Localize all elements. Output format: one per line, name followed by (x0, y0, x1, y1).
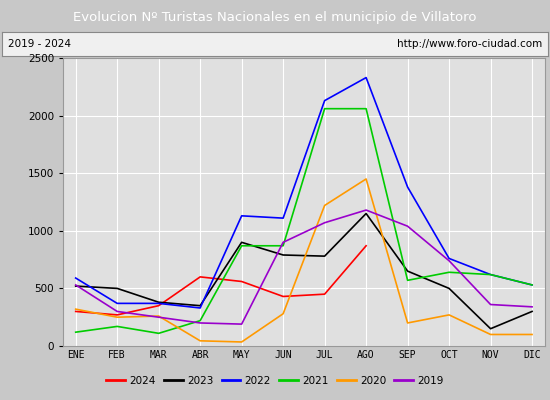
Legend: 2024, 2023, 2022, 2021, 2020, 2019: 2024, 2023, 2022, 2021, 2020, 2019 (102, 372, 448, 390)
Text: Evolucion Nº Turistas Nacionales en el municipio de Villatoro: Evolucion Nº Turistas Nacionales en el m… (73, 10, 477, 24)
Text: http://www.foro-ciudad.com: http://www.foro-ciudad.com (397, 39, 542, 49)
Text: 2019 - 2024: 2019 - 2024 (8, 39, 70, 49)
